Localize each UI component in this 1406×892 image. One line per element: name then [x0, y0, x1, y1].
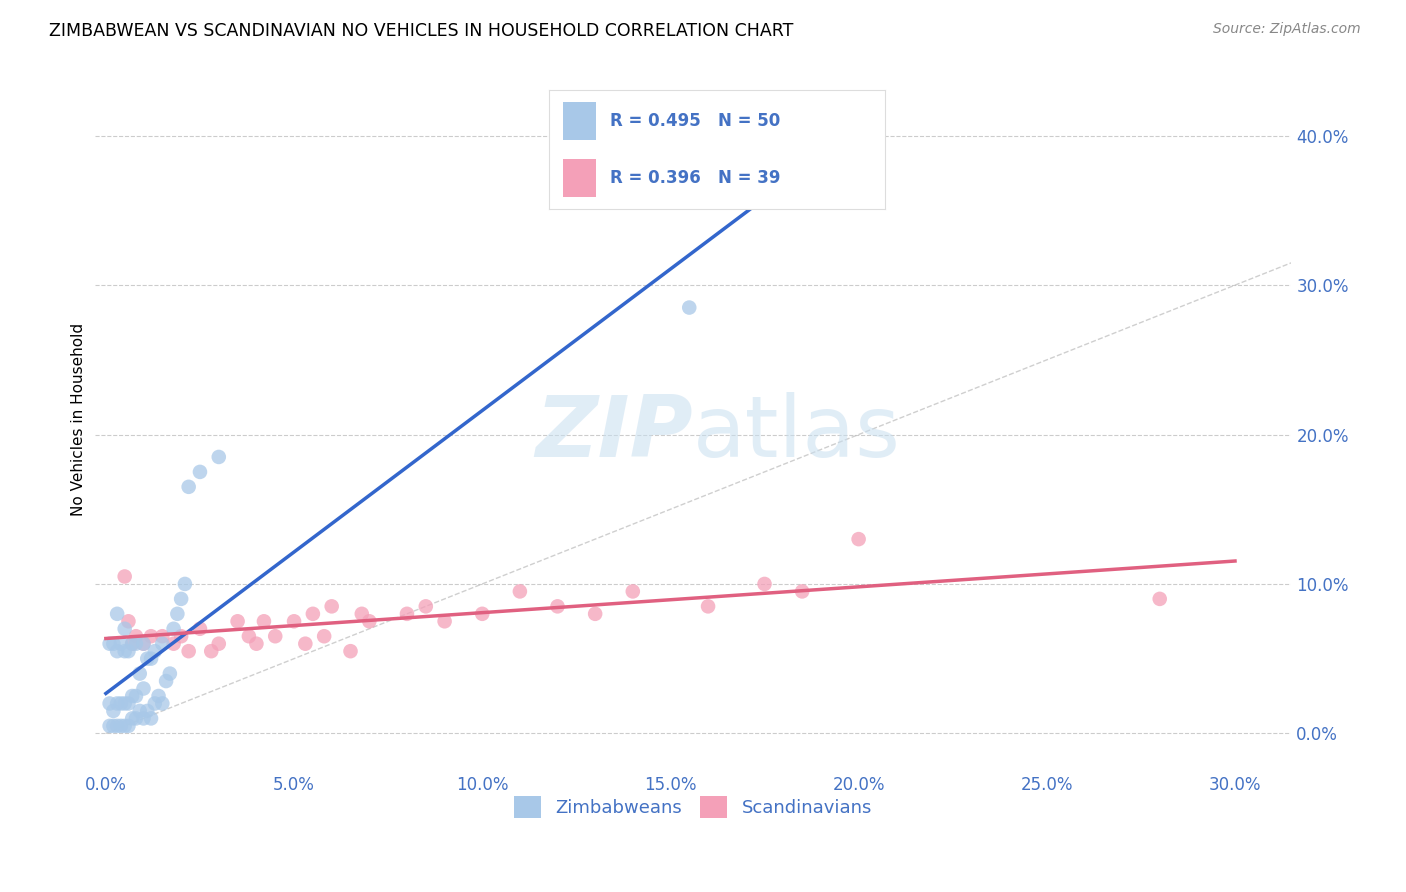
Point — [117, 697, 139, 711]
Point — [98, 697, 121, 711]
Point — [177, 480, 200, 494]
Point — [139, 651, 162, 665]
Point — [148, 689, 170, 703]
Point — [136, 704, 159, 718]
Point — [150, 629, 173, 643]
Point — [121, 689, 143, 703]
Point — [132, 711, 155, 725]
Point — [583, 607, 606, 621]
Text: ZIMBABWEAN VS SCANDINAVIAN NO VEHICLES IN HOUSEHOLD CORRELATION CHART: ZIMBABWEAN VS SCANDINAVIAN NO VEHICLES I… — [49, 22, 793, 40]
Point — [128, 704, 150, 718]
Point — [128, 666, 150, 681]
Point — [170, 629, 193, 643]
Point — [264, 629, 287, 643]
Point — [170, 591, 193, 606]
Point — [415, 599, 437, 614]
Point — [132, 681, 155, 696]
Point — [621, 584, 644, 599]
Point — [792, 584, 814, 599]
Point — [110, 719, 132, 733]
Point — [174, 577, 197, 591]
Point — [697, 599, 720, 614]
Point — [117, 644, 139, 658]
Point — [471, 607, 494, 621]
Text: ZIP: ZIP — [536, 392, 693, 475]
Point — [103, 719, 125, 733]
Point — [208, 450, 231, 464]
Point — [143, 644, 166, 658]
Point — [114, 697, 136, 711]
Point — [245, 637, 267, 651]
Point — [433, 615, 456, 629]
Point — [114, 622, 136, 636]
Point — [177, 644, 200, 658]
Point — [162, 622, 184, 636]
Point — [105, 719, 128, 733]
Point — [150, 697, 173, 711]
Legend: Zimbabweans, Scandinavians: Zimbabweans, Scandinavians — [506, 789, 879, 825]
Point — [339, 644, 361, 658]
Point — [314, 629, 336, 643]
Point — [110, 637, 132, 651]
Point — [294, 637, 316, 651]
Point — [238, 629, 260, 643]
Point — [117, 615, 139, 629]
Point — [208, 637, 231, 651]
Point — [117, 719, 139, 733]
Point — [105, 697, 128, 711]
Point — [188, 465, 211, 479]
Point — [547, 599, 569, 614]
Point — [121, 637, 143, 651]
Point — [159, 666, 181, 681]
Point — [302, 607, 325, 621]
Point — [155, 674, 177, 689]
Point — [754, 577, 776, 591]
Point — [1149, 591, 1171, 606]
Point — [103, 704, 125, 718]
Text: atlas: atlas — [693, 392, 901, 475]
Point — [132, 637, 155, 651]
Point — [143, 697, 166, 711]
Point — [226, 615, 249, 629]
Point — [125, 629, 148, 643]
Point — [105, 607, 128, 621]
Point — [98, 637, 121, 651]
Point — [114, 644, 136, 658]
Point — [350, 607, 373, 621]
Point — [121, 711, 143, 725]
Point — [110, 697, 132, 711]
Point — [125, 689, 148, 703]
Point — [105, 644, 128, 658]
Point — [395, 607, 418, 621]
Point — [136, 651, 159, 665]
Point — [509, 584, 531, 599]
Point — [162, 637, 184, 651]
Point — [359, 615, 381, 629]
Point — [103, 637, 125, 651]
Point — [678, 301, 700, 315]
Point — [188, 622, 211, 636]
Text: Source: ZipAtlas.com: Source: ZipAtlas.com — [1213, 22, 1361, 37]
Point — [121, 637, 143, 651]
Point — [114, 569, 136, 583]
Point — [132, 637, 155, 651]
Point — [848, 532, 870, 546]
Point — [125, 637, 148, 651]
Y-axis label: No Vehicles in Household: No Vehicles in Household — [72, 323, 86, 516]
Point — [200, 644, 222, 658]
Point — [98, 719, 121, 733]
Point — [283, 615, 305, 629]
Point — [321, 599, 343, 614]
Point — [166, 607, 188, 621]
Point — [253, 615, 276, 629]
Point — [139, 711, 162, 725]
Point — [125, 711, 148, 725]
Point — [139, 629, 162, 643]
Point — [150, 637, 173, 651]
Point — [114, 719, 136, 733]
